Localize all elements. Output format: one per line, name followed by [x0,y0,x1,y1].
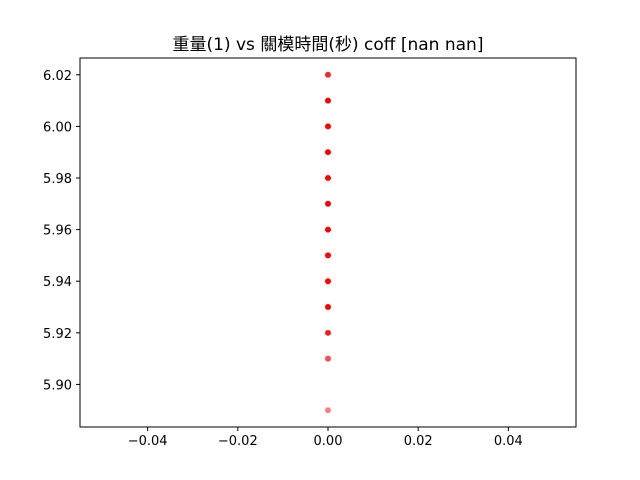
data-point-2 [325,123,331,130]
data-point-10 [325,329,331,336]
chart-title: 重量(1) vs 關模時間(秒) coff [nan nan] [173,35,484,55]
x-tick-label-4: 0.04 [494,434,523,449]
y-tick-label-5: 6.00 [43,120,72,135]
x-tick-label-0: −0.04 [128,434,168,449]
data-point-0 [325,71,331,78]
x-tick-label-2: 0.00 [314,434,343,449]
y-tick-label-3: 5.96 [43,224,72,239]
y-tick-label-4: 5.98 [43,172,72,187]
y-tick-label-0: 5.90 [43,378,72,393]
data-points [325,71,331,414]
data-point-1 [325,97,331,104]
data-point-4 [325,174,331,181]
x-tick-label-3: 0.02 [404,434,433,449]
x-axis: −0.04 −0.02 0.00 0.02 0.04 [128,427,523,449]
data-point-11 [325,355,331,362]
data-point-3 [325,149,331,156]
x-tick-label-1: −0.02 [218,434,258,449]
data-point-8 [325,278,331,285]
y-axis: 5.90 5.92 5.94 5.96 5.98 6.00 6.02 [43,69,80,393]
y-tick-label-1: 5.92 [43,327,72,342]
data-point-9 [325,304,331,311]
y-tick-label-6: 6.02 [43,69,72,84]
data-point-6 [325,226,331,233]
data-point-5 [325,200,331,207]
data-point-12 [325,407,331,414]
y-tick-label-2: 5.94 [43,275,72,290]
data-point-7 [325,252,331,259]
